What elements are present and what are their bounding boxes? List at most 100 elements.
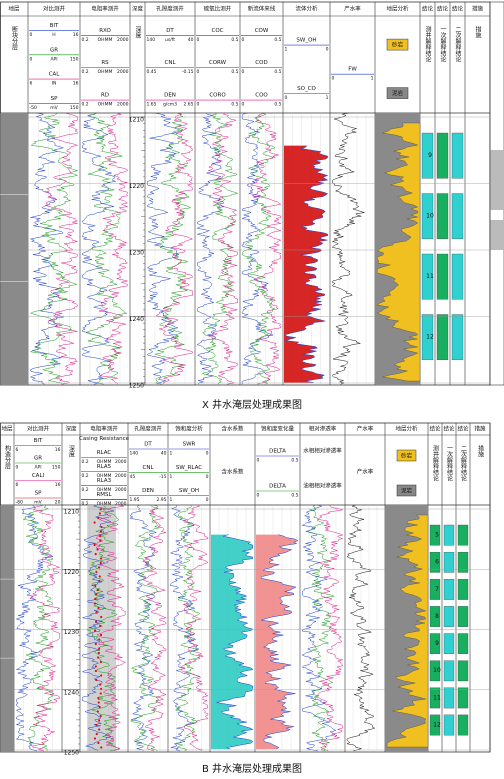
- column-title: 电阻率测井: [90, 425, 118, 433]
- scale-right: 2000: [115, 473, 127, 479]
- log-curve: [216, 534, 254, 750]
- column-title: 结论: [437, 5, 449, 13]
- column-title: 地层分析: [395, 425, 418, 433]
- res-dot: [96, 710, 99, 713]
- lith-legend: [396, 449, 417, 462]
- layer-number: 10: [426, 212, 434, 219]
- curve-name: BIT: [34, 438, 43, 444]
- scale-left: 1: [285, 47, 288, 53]
- log-curve: [22, 504, 56, 752]
- res-dot: [97, 701, 100, 704]
- scale-left: 1.95: [130, 497, 140, 503]
- res-dot: [99, 714, 102, 718]
- conclusion-block: [443, 714, 455, 736]
- scale-left: -50: [30, 105, 37, 111]
- conclusion-block: [457, 606, 469, 627]
- conclusion-block: [429, 524, 441, 546]
- depth-label: 1230: [129, 250, 144, 257]
- lith-sand: [376, 122, 421, 382]
- header-label: 二次解释结论: [454, 26, 461, 63]
- scale-left: 1.65: [147, 102, 157, 108]
- column-title: 含水系数: [221, 425, 244, 433]
- depth-label: 1250: [129, 383, 144, 390]
- conclusion-block: [457, 687, 469, 709]
- scale-right: 0: [206, 451, 209, 457]
- scale-left: 0: [257, 493, 260, 499]
- log-curve: [196, 112, 225, 385]
- scale-right: -0.15: [182, 69, 194, 75]
- column-title: 孔隙度测井: [156, 5, 184, 13]
- res-dot: [97, 606, 100, 610]
- lith-legend: [386, 87, 409, 99]
- res-dot: [95, 723, 98, 727]
- depth-label: 1240: [64, 689, 79, 696]
- res-dot: [99, 539, 102, 542]
- log-curve: [241, 112, 276, 385]
- layer-number: 5: [435, 532, 439, 539]
- res-dot: [94, 584, 97, 587]
- log-curve: [301, 504, 337, 752]
- column-title: 深度: [132, 5, 144, 13]
- conclusion-block: [436, 314, 449, 361]
- log-curve: [15, 504, 54, 752]
- scale-unit: g/cm3: [163, 102, 177, 108]
- conclusion-block: [421, 193, 434, 240]
- scale-unit: OHMM: [98, 37, 113, 43]
- scale-left: 0: [242, 37, 245, 43]
- scale-unit: IN: [52, 81, 57, 87]
- scale-right: 16: [55, 482, 61, 488]
- header-label: 构造分层: [4, 444, 11, 470]
- curve-name: COW: [255, 28, 269, 34]
- header-label: 泥岩: [401, 487, 413, 495]
- curve-name: SWR: [183, 442, 196, 448]
- scale-left: 6: [30, 81, 33, 87]
- conclusion-block: [436, 132, 449, 179]
- header-label: 一次解释结论: [446, 445, 453, 482]
- log-curve: [207, 112, 238, 385]
- scale-right: 2000: [115, 487, 127, 493]
- header-label: 测井解释结论: [424, 25, 431, 63]
- res-dot: [93, 543, 96, 547]
- res-dot: [94, 669, 97, 673]
- scale-right: 150: [70, 105, 79, 111]
- scale-right: 2000: [117, 102, 129, 108]
- res-dot: [95, 570, 98, 574]
- header-label: 一次解释结论: [439, 26, 446, 63]
- column-title: 措施: [474, 425, 486, 433]
- log-curve: [285, 145, 329, 383]
- res-dot: [96, 656, 100, 659]
- column-title: 碳氧比测井: [204, 5, 232, 13]
- res-dot: [94, 642, 97, 646]
- scale-left: 0.2: [82, 501, 89, 507]
- conclusion-block: [443, 551, 455, 573]
- curve-name: 产水率: [357, 468, 374, 476]
- curve-name: CALI: [32, 473, 45, 479]
- conclusion-block: [457, 714, 469, 736]
- scale-right: 40: [188, 37, 194, 43]
- conclusion-block: [421, 314, 434, 361]
- column-title: 电阻率测井: [91, 5, 119, 13]
- layer-number: 11: [426, 273, 434, 280]
- log-curve: [129, 504, 158, 752]
- res-dot: [97, 696, 100, 700]
- res-dot: [99, 633, 103, 637]
- depth-label: 1230: [64, 629, 79, 636]
- conclusion-block: [429, 579, 441, 600]
- res-dot: [98, 512, 102, 515]
- log-curve: [44, 112, 79, 385]
- curve-name: 含水系数: [221, 468, 244, 476]
- column-title: 措施: [472, 5, 484, 13]
- res-dot: [100, 557, 103, 560]
- column-title: 产水率: [357, 425, 374, 433]
- res-dot: [99, 530, 103, 533]
- conclusion-block: [443, 687, 455, 709]
- res-dot: [98, 579, 101, 583]
- layer-number: 12: [433, 721, 441, 728]
- res-dot: [94, 597, 97, 601]
- scale-left: 140: [130, 451, 139, 457]
- scale-right: 0: [326, 47, 329, 53]
- curve-name: RLAC: [97, 450, 112, 456]
- log-curve: [98, 112, 129, 385]
- conclusion-block: [429, 633, 441, 654]
- header-label: 断块分层: [11, 25, 18, 51]
